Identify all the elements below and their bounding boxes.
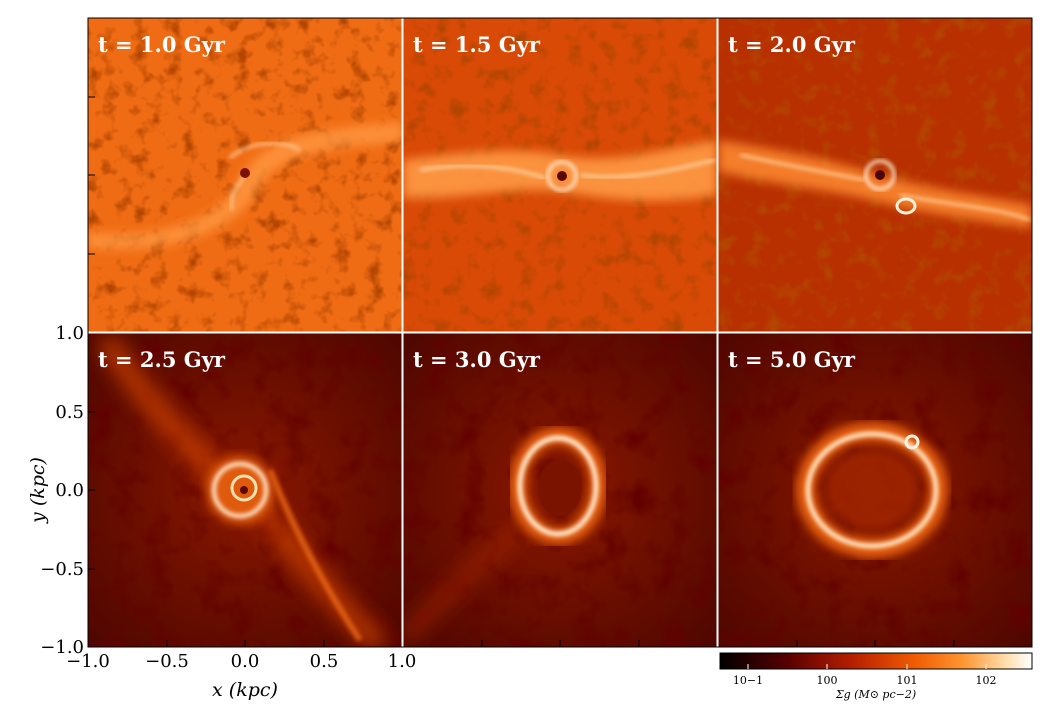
colorbar-tick-label: 100 xyxy=(817,674,838,687)
y-tick-label: 0.0 xyxy=(55,480,84,501)
x-tick-labels: −1.0 −0.5 0.0 0.5 1.0 xyxy=(66,651,416,672)
x-axis-label: x (kpc) xyxy=(212,679,278,701)
x-tick-label: 0.0 xyxy=(231,651,260,672)
y-tick-label: 1.0 xyxy=(55,323,84,344)
x-tick-label: 0.5 xyxy=(310,651,339,672)
panel-t2.5 xyxy=(88,333,402,647)
panel-label-1: t = 1.0 Gyr xyxy=(98,32,226,57)
panel-label-2: t = 1.5 Gyr xyxy=(413,32,541,57)
colorbar-ticks xyxy=(747,664,987,669)
x-tick-label: −0.5 xyxy=(145,651,189,672)
colorbar-tick-label: 102 xyxy=(976,674,997,687)
panel-t3.0 xyxy=(403,333,717,647)
panel-t5.0 xyxy=(718,333,1032,647)
y-tick-label: 0.5 xyxy=(55,402,84,423)
colorbar-label: Σg (M⊙ pc−2) xyxy=(835,688,916,701)
colorbar-gradient xyxy=(719,652,1033,670)
panel-label-6: t = 5.0 Gyr xyxy=(728,347,856,372)
colorbar-tick-label: 101 xyxy=(897,674,918,687)
colorbar-tick-label: 10−1 xyxy=(733,674,763,687)
panel-t2.0 xyxy=(718,18,1032,332)
colorbar: 10−1 100 101 102 Σg (M⊙ pc−2) xyxy=(719,652,1033,701)
y-tick-labels: 1.0 0.5 0.0 −0.5 −1.0 xyxy=(40,323,84,658)
y-tick-label: −1.0 xyxy=(40,637,84,658)
x-tick-label: 1.0 xyxy=(388,651,417,672)
panel-label-4: t = 2.5 Gyr xyxy=(98,347,226,372)
panel-t1.5 xyxy=(403,18,717,332)
y-axis-label: y (kpc) xyxy=(27,457,49,524)
y-tick-label: −0.5 xyxy=(40,559,84,580)
x-tick-label: −1.0 xyxy=(66,651,110,672)
panel-label-3: t = 2.0 Gyr xyxy=(728,32,856,57)
panel-label-5: t = 3.0 Gyr xyxy=(413,347,541,372)
tick-marks xyxy=(88,96,955,647)
panel-labels: t = 1.0 Gyr t = 1.5 Gyr t = 2.0 Gyr t = … xyxy=(98,32,856,372)
panel-t1.0 xyxy=(88,18,402,332)
